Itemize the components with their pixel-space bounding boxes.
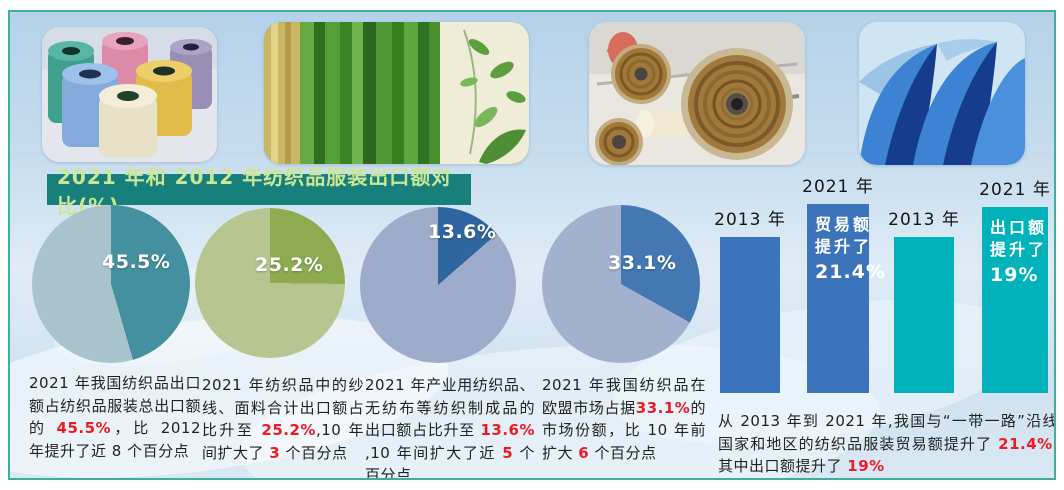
bar-year-label: 2013 年 (714, 210, 786, 230)
caption-industrial-textile-share: 2021 年产业用纺织品、无纺布等纺织制成品的出口额占比升至 13.6% ,10… (365, 374, 535, 480)
annotation-line: 提升了 (990, 240, 1048, 260)
yarn-spools-photo (42, 27, 217, 162)
pie-value-label: 25.2% (255, 254, 324, 276)
bar-column-trade-2021: 2021 年 贸易额 提升了 21.4% (802, 172, 885, 393)
caption-text: 个百分点 (589, 443, 657, 462)
bar-annotation-export: 出口额 提升了 19% (982, 207, 1048, 288)
bar-trade-2021: 贸易额 提升了 21.4% (807, 204, 885, 393)
caption-text: 从 2013 年到 2021 年,我国与“一带一路”沿线国家和地区的纺织品服装贸… (718, 412, 1056, 453)
annotation-line: 出口额 (990, 218, 1048, 237)
bar-year-label: 2021 年 (979, 180, 1051, 200)
blue-tarp-fabric-photo (859, 22, 1025, 165)
highlighted-value: 25.2% (261, 421, 316, 439)
green-curtain-fabric-photo (264, 22, 529, 164)
caption-text: ,10 年间扩大了 (202, 421, 364, 462)
highlighted-value: 33.1% (635, 398, 691, 417)
annotation-line: 贸易额 (815, 215, 873, 234)
caption-text: 个百分点 (280, 443, 348, 462)
pie-eu-market-share: 33.1% (542, 205, 700, 363)
caption-eu-market-share: 2021 年我国纺织品在欧盟市场占据33.1%的市场份额，比 10 年前扩大 6… (542, 374, 706, 464)
caption-text: 2021 年纺织品中的纱线、面料合计出口额占比升至 (202, 376, 364, 439)
pie-value-label: 45.5% (102, 251, 171, 273)
bar-annotation-trade: 贸易额 提升了 21.4% (807, 204, 885, 285)
caption-text: ，比 2012 年提升了近 8 个百分点 (29, 419, 201, 460)
yarn-spools-illustration (42, 27, 217, 162)
pie-industrial-textile-share: 13.6% (360, 207, 516, 363)
fabric-rolls-photo (589, 22, 805, 165)
bar-trade-2013 (720, 237, 780, 393)
caption-yarn-fabric-share: 2021 年纺织品中的纱线、面料合计出口额占比升至 25.2%,10 年间扩大了… (202, 374, 364, 464)
caption-text: ,其中出口额提升了 (718, 435, 1054, 476)
pie-value-label: 13.6% (428, 221, 497, 243)
pie-yarn-fabric-share: 25.2% (195, 208, 345, 358)
infographic-panel: 2021 年和 2012 年纺织品服装出口额对比(%) 45.5% 25.2% … (8, 10, 1056, 480)
annotation-value: 19% (990, 263, 1039, 286)
highlighted-value: 45.5% (56, 419, 112, 437)
caption-text: 2021 年我国纺织品在欧盟市场占据 (542, 376, 706, 417)
pie-textile-export-share: 45.5% (32, 205, 190, 363)
highlighted-value: 19% (847, 457, 885, 475)
caption-textile-export-share: 2021 年我国纺织品出口额占纺织品服装总出口额的 45.5%，比 2012 年… (29, 372, 201, 462)
highlighted-value: 5 (502, 443, 514, 462)
blue-fabric-illustration (859, 22, 1025, 165)
annotation-value: 21.4% (815, 260, 886, 283)
pie-value-label: 33.1% (608, 252, 677, 274)
bar-year-label: 2021 年 (802, 177, 874, 197)
annotation-line: 提升了 (815, 237, 873, 257)
caption-belt-and-road-trade: 从 2013 年到 2021 年,我国与“一带一路”沿线国家和地区的纺织品服装贸… (718, 410, 1056, 478)
highlighted-value: 3 (269, 443, 281, 462)
caption-text: 的市场份额，比 10 年前扩大 (542, 398, 706, 462)
fabric-rolls-illustration (589, 22, 805, 165)
highlighted-value: 6 (578, 443, 590, 462)
bar-year-label: 2013 年 (888, 210, 960, 230)
caption-text: 个百分点 (365, 443, 535, 480)
bar-column-trade-2013: 2013 年 (714, 205, 785, 393)
title-banner: 2021 年和 2012 年纺织品服装出口额对比(%) (47, 165, 471, 218)
curtain-illustration (264, 22, 529, 164)
caption-text: 2021 年我国纺织品出口额占纺织品服装总出口额的 (29, 374, 201, 437)
bar-column-export-2021: 2021 年 出口额 提升了 19% (979, 175, 1051, 393)
bar-export-2013 (894, 237, 954, 393)
bar-export-2021: 出口额 提升了 19% (982, 207, 1048, 393)
highlighted-value: 21.4% (998, 434, 1053, 453)
highlighted-value: 13.6% (480, 421, 535, 439)
bar-column-export-2013: 2013 年 (888, 205, 959, 393)
caption-text: ,10 年间扩大了近 (365, 443, 503, 462)
caption-text: 2021 年产业用纺织品、无纺布等纺织制成品的出口额占比升至 (365, 376, 535, 439)
